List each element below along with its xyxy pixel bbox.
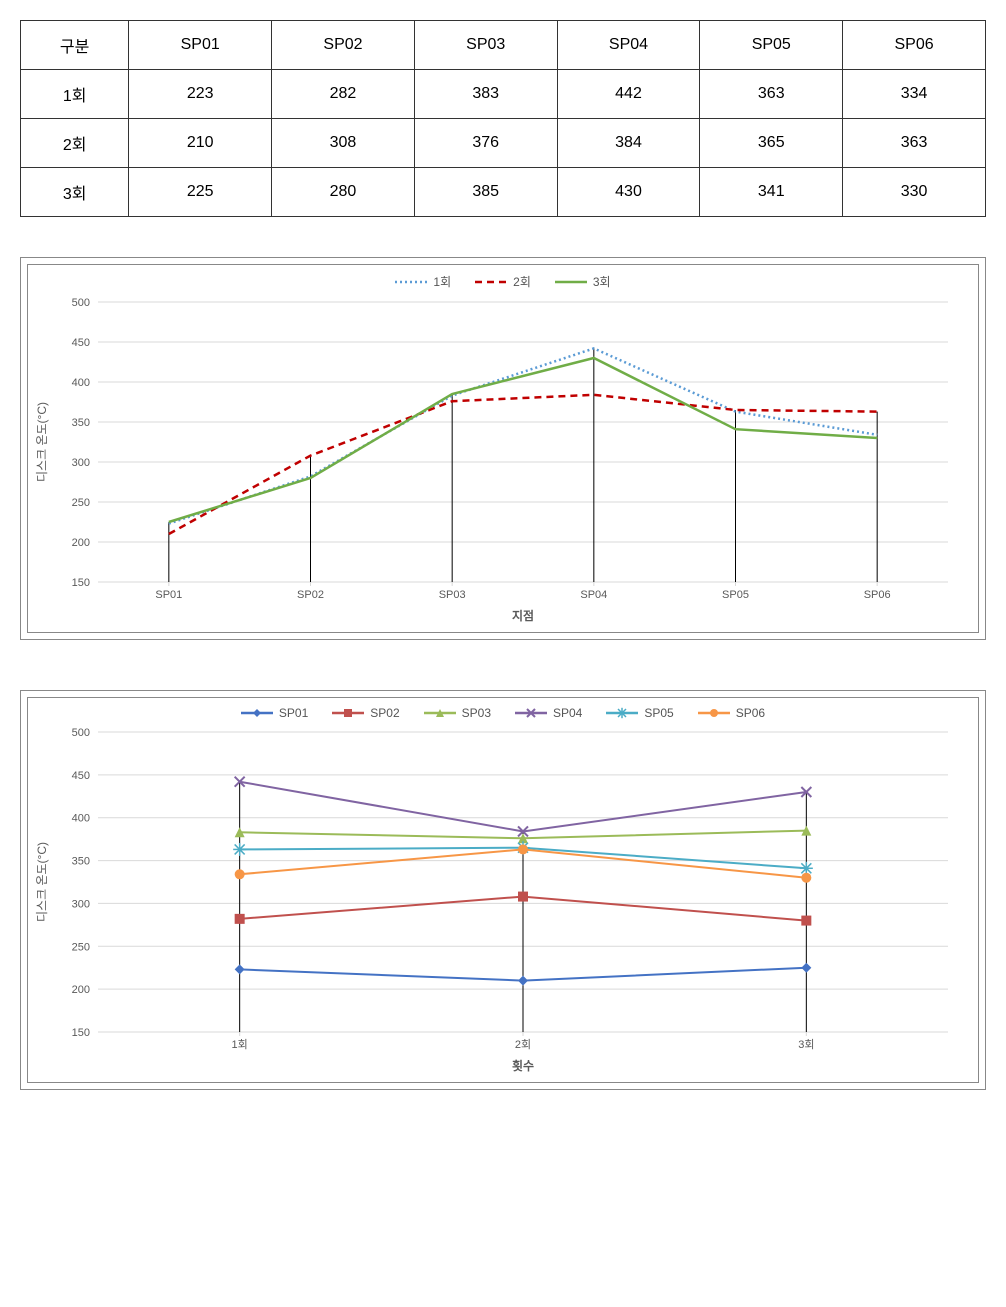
svg-text:200: 200 — [72, 984, 90, 996]
svg-text:SP04: SP04 — [580, 589, 607, 601]
table-header-cell: SP04 — [557, 21, 700, 70]
svg-text:250: 250 — [72, 941, 90, 953]
table-cell: 363 — [700, 70, 843, 119]
legend-label: SP04 — [553, 706, 582, 720]
table-cell: 225 — [129, 168, 272, 217]
svg-text:350: 350 — [72, 417, 90, 429]
legend-label: SP06 — [736, 706, 765, 720]
table-cell: 385 — [414, 168, 557, 217]
legend-label: 2회 — [513, 273, 531, 290]
svg-text:500: 500 — [72, 727, 90, 739]
svg-text:SP02: SP02 — [297, 589, 324, 601]
chart1-container: 1회 2회 3회 150 200 250 300 350 400 450 500 SP01 SP02 S… — [20, 257, 986, 640]
svg-text:1회: 1회 — [232, 1038, 248, 1051]
chart2-legend: SP01 SP02 SP03 SP04 SP05 SP06 — [28, 698, 978, 722]
svg-text:디스크 온도(°C): 디스크 온도(°C) — [35, 402, 49, 482]
table-cell: 2회 — [21, 119, 129, 168]
svg-text:횟수: 횟수 — [512, 1058, 534, 1073]
svg-text:300: 300 — [72, 898, 90, 910]
table-header-cell: SP01 — [129, 21, 272, 70]
svg-text:200: 200 — [72, 537, 90, 549]
table-cell: 280 — [272, 168, 415, 217]
svg-text:SP05: SP05 — [722, 589, 749, 601]
svg-text:250: 250 — [72, 497, 90, 509]
svg-text:150: 150 — [72, 1027, 90, 1039]
table-header-cell: SP03 — [414, 21, 557, 70]
legend-item: SP01 — [241, 706, 308, 720]
legend-item: 3회 — [555, 273, 611, 290]
table-cell: 330 — [843, 168, 986, 217]
legend-item: 2회 — [475, 273, 531, 290]
table-row: 2회210308376384365363 — [21, 119, 986, 168]
chart2-container: SP01 SP02 SP03 SP04 SP05 SP06 150 200 250 300 350… — [20, 690, 986, 1090]
legend-item: SP03 — [424, 706, 491, 720]
svg-text:지점: 지점 — [512, 608, 534, 623]
chart2-svg: 150 200 250 300 350 400 450 500 1회 2회 3회 디스크 온도(°C)… — [28, 722, 968, 1082]
legend-item: 1회 — [395, 273, 451, 290]
svg-text:150: 150 — [72, 577, 90, 589]
table-cell: 376 — [414, 119, 557, 168]
table-cell: 384 — [557, 119, 700, 168]
table-cell: 430 — [557, 168, 700, 217]
legend-label: 3회 — [593, 273, 611, 290]
legend-item: SP02 — [332, 706, 399, 720]
svg-text:300: 300 — [72, 457, 90, 469]
legend-item: SP05 — [606, 706, 673, 720]
svg-text:2회: 2회 — [515, 1038, 531, 1051]
table-cell: 3회 — [21, 168, 129, 217]
legend-item: SP06 — [698, 706, 765, 720]
table-cell: 334 — [843, 70, 986, 119]
table-header-cell: SP02 — [272, 21, 415, 70]
table-cell: 365 — [700, 119, 843, 168]
svg-text:400: 400 — [72, 377, 90, 389]
table-row: 1회223282383442363334 — [21, 70, 986, 119]
legend-label: 1회 — [433, 273, 451, 290]
table-cell: 442 — [557, 70, 700, 119]
svg-text:450: 450 — [72, 770, 90, 782]
table-cell: 210 — [129, 119, 272, 168]
legend-label: SP01 — [279, 706, 308, 720]
svg-text:디스크 온도(°C): 디스크 온도(°C) — [35, 842, 49, 922]
table-cell: 282 — [272, 70, 415, 119]
data-table: 구분SP01SP02SP03SP04SP05SP06 1회22328238344… — [20, 20, 986, 217]
svg-text:350: 350 — [72, 856, 90, 868]
table-cell: 341 — [700, 168, 843, 217]
table-cell: 363 — [843, 119, 986, 168]
svg-text:SP06: SP06 — [864, 589, 891, 601]
table-header-cell: SP05 — [700, 21, 843, 70]
table-cell: 308 — [272, 119, 415, 168]
legend-label: SP05 — [644, 706, 673, 720]
table-header-cell: SP06 — [843, 21, 986, 70]
svg-text:500: 500 — [72, 297, 90, 309]
table-header-cell: 구분 — [21, 21, 129, 70]
svg-text:450: 450 — [72, 337, 90, 349]
table-cell: 223 — [129, 70, 272, 119]
svg-text:SP03: SP03 — [439, 589, 466, 601]
chart1-legend: 1회 2회 3회 — [28, 265, 978, 292]
svg-text:400: 400 — [72, 813, 90, 825]
legend-label: SP02 — [370, 706, 399, 720]
chart1-svg: 150 200 250 300 350 400 450 500 SP01 SP02 SP03 SP04… — [28, 292, 968, 632]
svg-text:3회: 3회 — [798, 1038, 814, 1051]
legend-label: SP03 — [462, 706, 491, 720]
table-cell: 383 — [414, 70, 557, 119]
legend-item: SP04 — [515, 706, 582, 720]
table-row: 3회225280385430341330 — [21, 168, 986, 217]
svg-text:SP01: SP01 — [155, 589, 182, 601]
table-cell: 1회 — [21, 70, 129, 119]
